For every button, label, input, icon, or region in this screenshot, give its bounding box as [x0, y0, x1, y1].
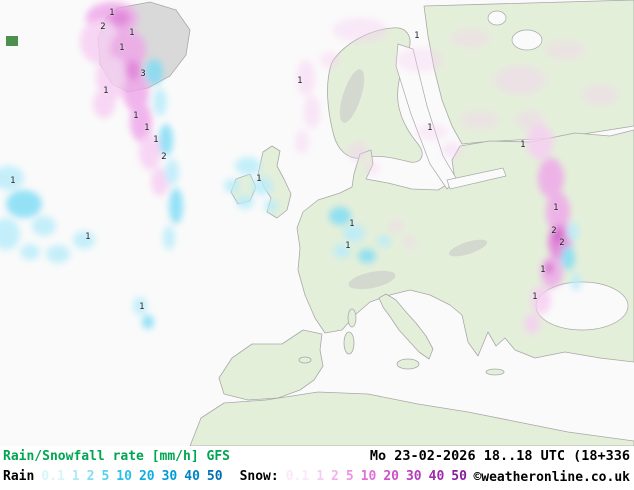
datetime-label: Mo 23-02-2026 18..18 UTC (18+336	[369, 448, 630, 464]
rain-scale-value-2: 2	[86, 469, 95, 484]
snow-scale-value-40: 40	[428, 469, 445, 484]
rain-label: Rain	[3, 469, 35, 484]
mountain-shading	[339, 69, 488, 290]
rain-scale: 0.1 1 2 5 10 20 30 40 50	[41, 469, 222, 484]
snow-wash-scandinavia	[295, 52, 380, 176]
alps-shading	[348, 270, 396, 290]
snow-scale: 0.1 1 2 5 10 20 30 40 50	[286, 469, 467, 484]
europe-map-svg	[0, 0, 634, 446]
product-title: Rain/Snowfall rate [mm/h] GFS	[3, 449, 230, 464]
rain-scale-value-20: 20	[138, 469, 155, 484]
rain-cluster-british-isles	[224, 157, 278, 212]
white-sea-inlet	[487, 10, 507, 26]
scandes-shading	[339, 69, 365, 123]
snow-wash-northeast	[332, 18, 618, 158]
rain-scale-value-5: 5	[101, 469, 110, 484]
snow-label: Snow:	[239, 469, 279, 484]
snow-scale-value-50: 50	[451, 469, 467, 484]
island-sicily	[396, 358, 420, 370]
carpathians-shading	[448, 239, 488, 257]
precipitation-layer	[0, 2, 618, 334]
snow-scale-value-5: 5	[345, 469, 354, 484]
white-sea	[511, 29, 543, 51]
snow-scale-value-30: 30	[405, 469, 422, 484]
snow-cluster-east-europe	[524, 124, 581, 334]
land-italy	[378, 293, 434, 360]
land-north-africa	[189, 391, 634, 446]
caption-row: Rain/Snowfall rate [mm/h] GFS Mo 23-02-2…	[0, 447, 634, 466]
rain-scale-value-40: 40	[184, 469, 200, 484]
snow-scale-value-20: 20	[383, 469, 399, 484]
sea-patches	[395, 10, 629, 331]
snow-scale-value-0.1: 0.1	[285, 469, 310, 484]
snow-scale-value-10: 10	[360, 469, 377, 484]
rain-scale-value-30: 30	[161, 469, 178, 484]
island-corsica	[347, 308, 357, 328]
island-crete	[485, 368, 505, 376]
rain-scale-value-0.1: 0.1	[41, 469, 65, 484]
island-sardinia	[343, 331, 355, 355]
rain-cluster-west-atlantic	[0, 166, 154, 329]
legend-row: Rain 0.1 1 2 5 10 20 30 40 50 Snow: 0.1 1 2 5 10 20 30…	[0, 468, 634, 488]
snow-scale-value-2: 2	[331, 469, 339, 484]
snow-cluster-north-atlantic	[80, 2, 169, 196]
rain-scale-value-50: 50	[206, 469, 223, 484]
copyright: ©weatheronline.co.uk	[473, 470, 630, 485]
rain-scale-value-10: 10	[116, 469, 132, 484]
rain-scale-value-1: 1	[71, 469, 80, 484]
legend-bar: Rain/Snowfall rate [mm/h] GFS Mo 23-02-2…	[0, 446, 634, 490]
rain-streak-north-atlantic	[145, 59, 183, 250]
legend-scales: Rain 0.1 1 2 5 10 20 30 40 50 Snow: 0.1 1 2 5 10 20 30…	[3, 469, 467, 484]
island-balearics	[298, 356, 312, 364]
land-iberia	[218, 329, 324, 401]
map-artifact	[6, 36, 18, 46]
rain-cluster-central-europe	[329, 207, 417, 263]
gulf-of-finland	[446, 167, 507, 190]
snow-scale-value-1: 1	[316, 469, 325, 484]
